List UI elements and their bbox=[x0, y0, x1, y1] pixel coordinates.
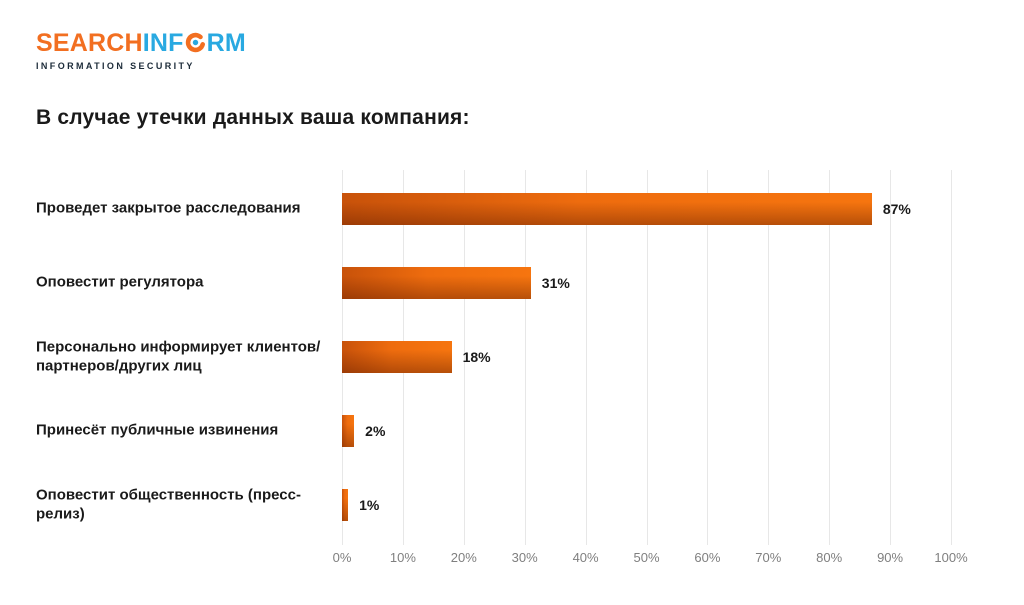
bar bbox=[342, 341, 452, 373]
logo-text-inf: INF bbox=[142, 29, 184, 57]
category-label: Проведет закрытое расследования bbox=[36, 199, 301, 217]
x-tick-label: 70% bbox=[755, 550, 782, 565]
gridline bbox=[890, 170, 892, 545]
category-label: Оповестит регулятора bbox=[36, 273, 204, 291]
value-label: 1% bbox=[359, 497, 380, 513]
gridline bbox=[646, 170, 648, 545]
gridline bbox=[829, 170, 831, 545]
gridline bbox=[585, 170, 587, 545]
x-tick-label: 20% bbox=[450, 550, 477, 565]
value-label: 2% bbox=[365, 423, 386, 439]
bar bbox=[342, 415, 355, 447]
logo-subtitle: INFORMATION SECURITY bbox=[36, 61, 195, 71]
chart-title: В случае утечки данных ваша компания: bbox=[36, 106, 470, 129]
bar bbox=[342, 193, 872, 225]
bar bbox=[342, 489, 349, 521]
logo-text-search: SEARCH bbox=[36, 29, 143, 57]
x-tick-label: 60% bbox=[694, 550, 721, 565]
searchinform-logo: SEARCHINF RM INFORMATION SECURITY bbox=[36, 31, 246, 72]
x-tick-label: 40% bbox=[572, 550, 599, 565]
category-label: Принесёт публичные извинения bbox=[36, 421, 279, 439]
gridline bbox=[463, 170, 465, 545]
logo-text-rm: RM bbox=[206, 29, 246, 57]
gridline bbox=[951, 170, 952, 545]
x-tick-label: 100% bbox=[934, 550, 968, 565]
value-label: 31% bbox=[541, 275, 570, 291]
value-label: 18% bbox=[462, 349, 491, 365]
x-tick-label: 90% bbox=[877, 550, 904, 565]
x-tick-label: 80% bbox=[816, 550, 843, 565]
x-tick-label: 30% bbox=[511, 550, 538, 565]
value-label: 87% bbox=[882, 201, 911, 217]
x-tick-label: 0% bbox=[332, 550, 352, 565]
at-o-icon bbox=[185, 32, 206, 53]
plot-area bbox=[342, 170, 952, 545]
x-tick-label: 10% bbox=[389, 550, 416, 565]
gridline bbox=[707, 170, 709, 545]
gridline bbox=[768, 170, 770, 545]
category-label: Персонально информирует клиентов/партнер… bbox=[36, 338, 321, 374]
bar bbox=[342, 267, 531, 299]
x-tick-label: 50% bbox=[633, 550, 660, 565]
x-axis: 0% 10% 20% 30% 40% 50% 60% 70% 80% 90% 100% bbox=[333, 550, 968, 570]
logo-wordmark: SEARCHINF RM bbox=[36, 31, 246, 56]
gridline bbox=[524, 170, 526, 545]
category-label: Оповестит общественность (пресс-релиз) bbox=[36, 486, 301, 522]
